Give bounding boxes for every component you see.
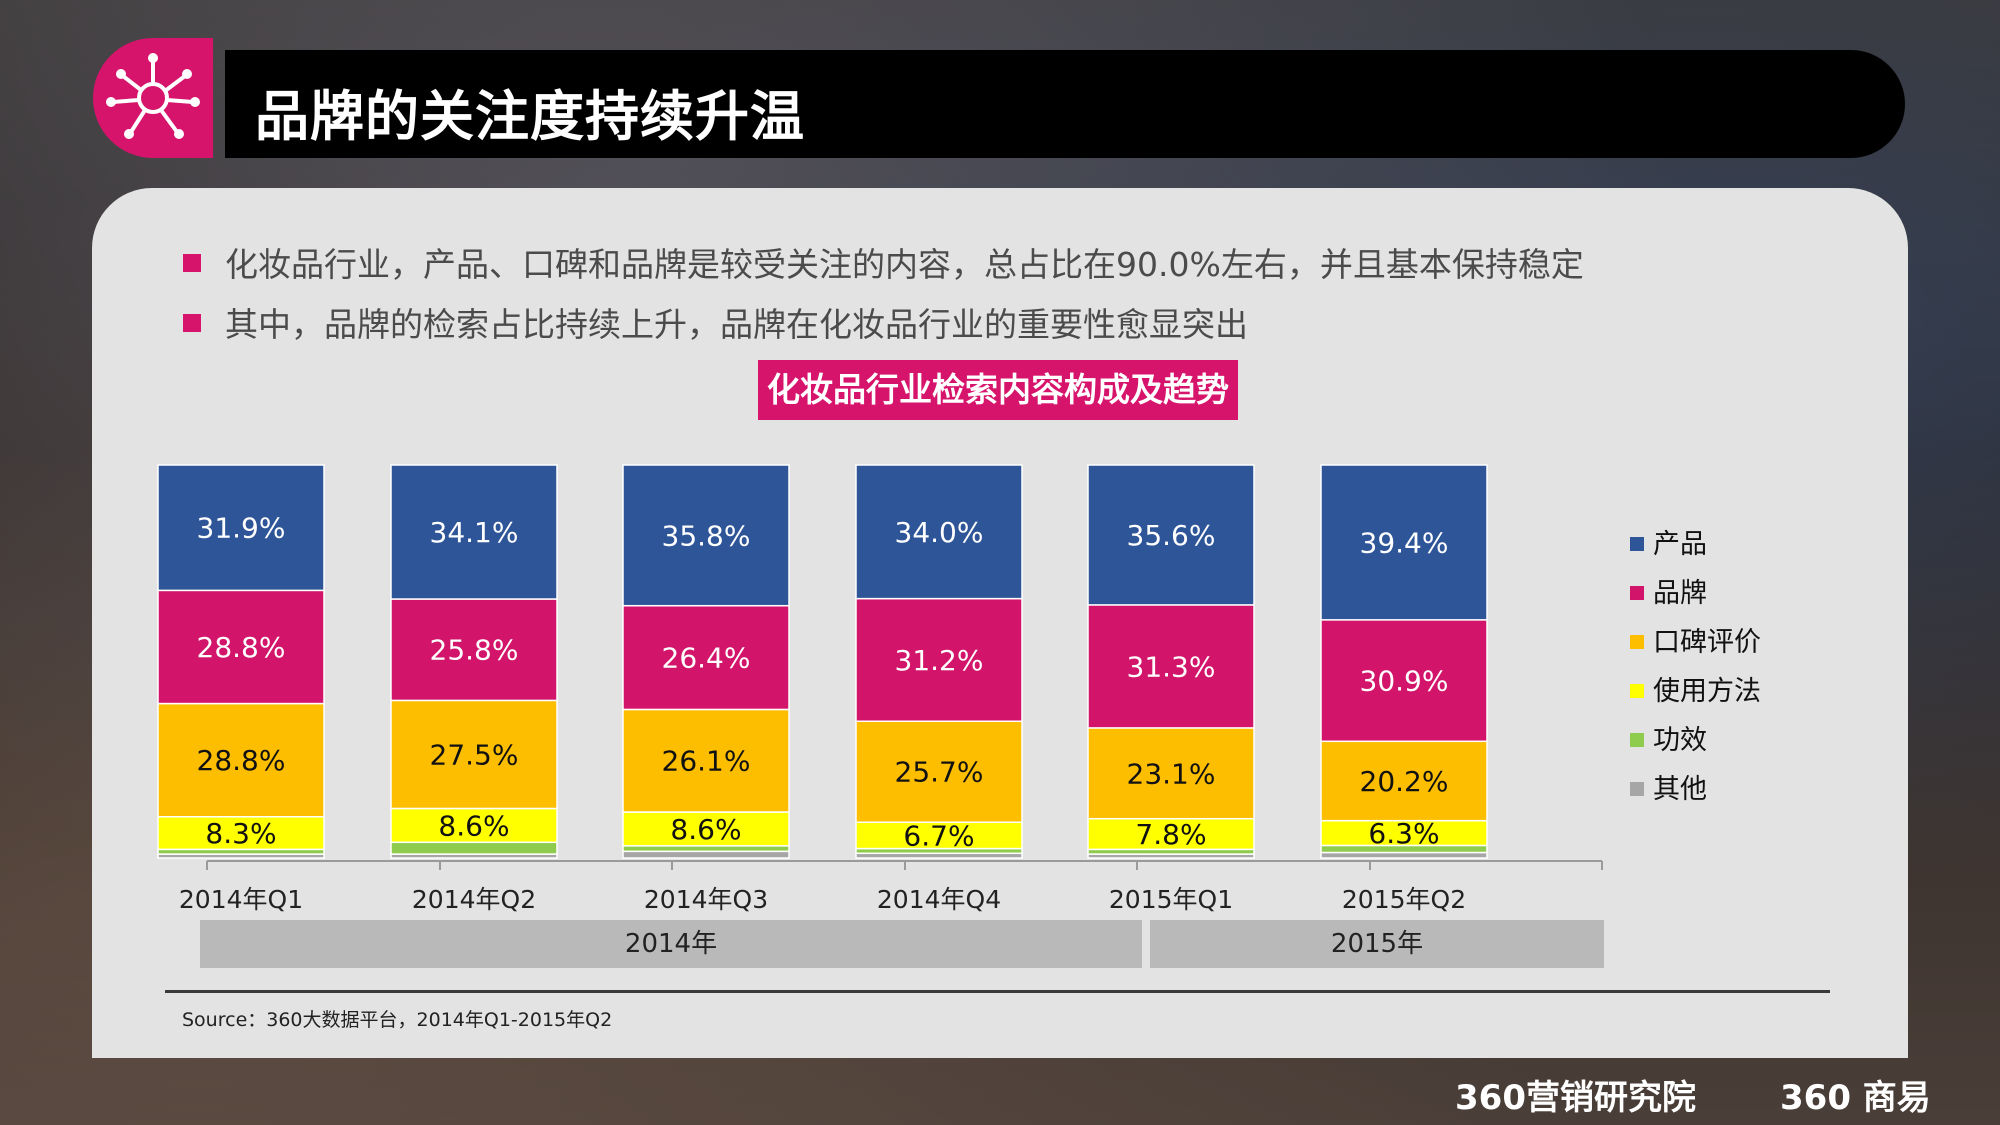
- legend-label: 品牌: [1653, 578, 1707, 609]
- title-bar: [225, 50, 1905, 158]
- legend-swatch: [1630, 782, 1644, 796]
- year-band-2014: 2014年: [200, 920, 1142, 968]
- bar-segment: [1320, 851, 1488, 859]
- x-tick-label: 2014年Q4: [877, 885, 1001, 914]
- bar-segment: [855, 821, 1023, 850]
- x-tick-label: 2014年Q1: [179, 885, 303, 914]
- bar-segment: [390, 598, 558, 702]
- bar-segment: [157, 464, 325, 592]
- x-tick-label: 2014年Q3: [644, 885, 768, 914]
- data-label: 31.9%: [197, 512, 286, 545]
- bullet-item: 其中，品牌的检索占比持续上升，品牌在化妆品行业的重要性愈显突出: [183, 298, 1248, 346]
- x-tick-label: 2014年Q2: [412, 885, 536, 914]
- data-label: 23.1%: [1127, 757, 1216, 790]
- bar-segment: [622, 708, 790, 813]
- legend-swatch: [1630, 586, 1644, 600]
- legend-label: 功效: [1653, 725, 1707, 756]
- bar-segment: [622, 464, 790, 607]
- brand-logo-left: 360营销研究院: [1455, 1078, 1696, 1118]
- year-band-2015: 2015年: [1150, 920, 1604, 968]
- data-label: 25.7%: [895, 756, 984, 789]
- bar-segment: [157, 702, 325, 818]
- legend-swatch: [1630, 537, 1644, 551]
- data-label: 8.6%: [438, 809, 509, 842]
- data-label: 7.8%: [1135, 818, 1206, 851]
- bar-segment: [855, 597, 1023, 722]
- bullet-square-icon: [183, 254, 201, 272]
- data-label: 25.8%: [430, 634, 519, 667]
- bar-segment: [1320, 464, 1488, 621]
- legend-label: 使用方法: [1653, 676, 1761, 707]
- bar-segment: [622, 845, 790, 853]
- chart-title: 化妆品行业检索内容构成及趋势: [758, 360, 1238, 420]
- data-label: 6.7%: [903, 819, 974, 852]
- data-label: 34.1%: [430, 516, 519, 549]
- brand-logo-right: 360 商易: [1780, 1078, 1931, 1118]
- bar-segment: [390, 464, 558, 600]
- data-label: 8.6%: [670, 813, 741, 846]
- data-label: 31.3%: [1127, 650, 1216, 683]
- data-label: 27.5%: [430, 738, 519, 771]
- network-logo-icon: [93, 38, 213, 158]
- x-tick-label: 2015年Q1: [1109, 885, 1233, 914]
- divider: [165, 990, 1830, 993]
- data-label: 35.8%: [662, 519, 751, 552]
- bar-segment: [390, 699, 558, 810]
- data-label: 31.2%: [895, 644, 984, 677]
- bar-segment: [157, 815, 325, 851]
- bar-segment: [390, 841, 558, 855]
- page-title: 品牌的关注度持续升温: [255, 85, 805, 148]
- data-label: 34.0%: [895, 516, 984, 549]
- legend-swatch: [1630, 635, 1644, 649]
- data-label: 6.3%: [1368, 817, 1439, 850]
- bar-segment: [1320, 740, 1488, 822]
- data-label: 28.8%: [197, 744, 286, 777]
- bar-segment: [1087, 727, 1255, 820]
- bullet-square-icon: [183, 314, 201, 332]
- x-tick-label: 2015年Q2: [1342, 885, 1466, 914]
- legend-label: 产品: [1653, 529, 1707, 560]
- data-label: 30.9%: [1360, 665, 1449, 698]
- legend-swatch: [1630, 733, 1644, 747]
- data-label: 26.4%: [662, 642, 751, 675]
- bar-segment: [855, 720, 1023, 823]
- bullet-item: 化妆品行业，产品、口碑和品牌是较受关注的内容，总占比在90.0%左右，并且基本保…: [183, 238, 1584, 286]
- bar-segment: [622, 604, 790, 711]
- bar-segment: [855, 464, 1023, 600]
- legend-label: 口碑评价: [1653, 627, 1761, 658]
- bar-segment: [1087, 604, 1255, 729]
- legend-swatch: [1630, 684, 1644, 698]
- data-label: 35.6%: [1127, 519, 1216, 552]
- legend-label: 其他: [1653, 774, 1707, 805]
- bar-segment: [1320, 619, 1488, 743]
- bar-segment: [622, 850, 790, 859]
- bar-segment: [1087, 464, 1255, 606]
- data-label: 28.8%: [197, 631, 286, 664]
- data-label: 26.1%: [662, 745, 751, 778]
- data-label: 39.4%: [1360, 526, 1449, 559]
- data-label: 20.2%: [1360, 765, 1449, 798]
- source-note: Source：360大数据平台，2014年Q1-2015年Q2: [182, 1009, 613, 1031]
- data-label: 8.3%: [205, 817, 276, 850]
